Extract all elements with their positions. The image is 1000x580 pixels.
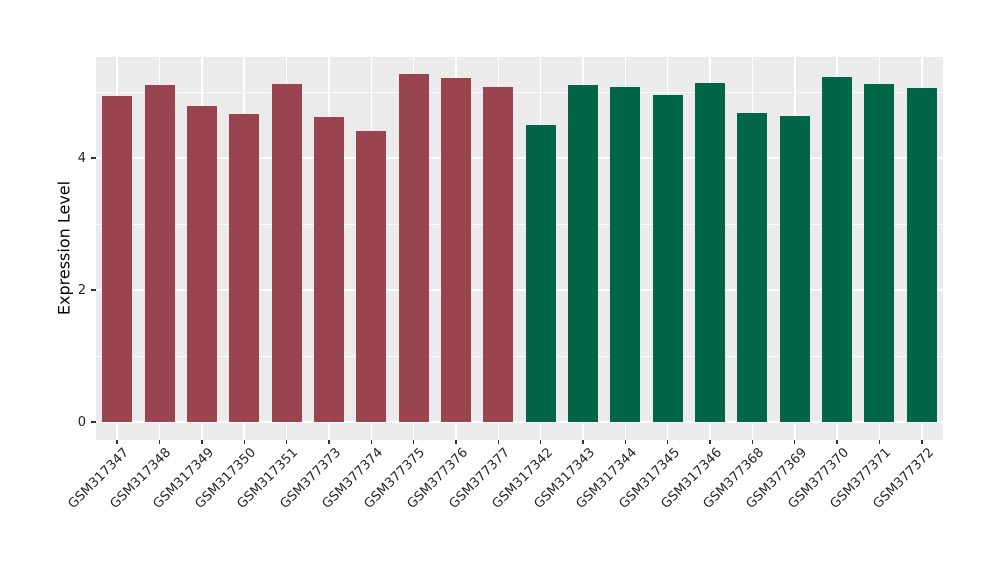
bar-GSM317348 <box>144 85 175 423</box>
x-tick-mark <box>751 440 754 444</box>
bar-GSM317349 <box>186 105 217 423</box>
x-tick-mark <box>709 440 711 444</box>
minor-gridline <box>96 355 943 357</box>
x-tick-mark <box>116 440 118 444</box>
x-tick-mark <box>201 440 203 444</box>
x-tick-mark <box>921 440 923 444</box>
bar-GSM317345 <box>652 95 683 423</box>
y-tick-label: 4 <box>77 150 86 166</box>
x-tick-mark <box>539 440 542 444</box>
bar-GSM377368 <box>737 113 768 423</box>
x-tick-mark <box>624 440 627 444</box>
y-tick-mark <box>91 157 96 159</box>
bar-GSM377376 <box>440 78 471 423</box>
x-tick-mark <box>412 440 415 444</box>
bar-GSM317350 <box>229 113 260 423</box>
bar-GSM317343 <box>568 85 599 423</box>
bar-GSM377375 <box>398 74 429 423</box>
x-tick-mark <box>667 440 669 444</box>
x-tick-mark <box>370 440 372 444</box>
x-tick-mark <box>158 440 161 444</box>
bar-GSM377370 <box>822 76 853 423</box>
major-gridline <box>96 289 943 291</box>
x-tick-mark <box>582 440 584 444</box>
x-tick-mark <box>878 440 881 444</box>
x-tick-mark <box>497 440 500 444</box>
bar-GSM377371 <box>864 84 895 423</box>
bar-GSM377374 <box>356 130 387 423</box>
x-tick-mark <box>455 440 457 444</box>
bar-GSM377373 <box>313 117 344 423</box>
x-tick-mark <box>836 440 838 444</box>
y-tick-label: 0 <box>77 414 86 430</box>
x-tick-mark <box>243 440 245 444</box>
bar-GSM377369 <box>779 115 810 423</box>
major-gridline <box>96 157 943 159</box>
y-tick-label: 2 <box>77 282 86 298</box>
bar-GSM317347 <box>102 95 133 423</box>
minor-gridline <box>96 91 943 93</box>
bar-GSM317351 <box>271 84 302 423</box>
bar-GSM317344 <box>610 87 641 423</box>
minor-gridline <box>96 223 943 225</box>
x-tick-mark <box>794 440 796 444</box>
y-tick-mark <box>91 289 96 291</box>
y-tick-mark <box>91 421 96 423</box>
plot-panel <box>96 57 943 440</box>
bar-GSM377372 <box>906 88 937 423</box>
major-gridline <box>96 421 943 423</box>
bar-GSM317342 <box>525 125 556 423</box>
bar-GSM377377 <box>483 86 514 423</box>
x-tick-mark <box>328 440 330 444</box>
bar-GSM317346 <box>695 82 726 423</box>
x-tick-mark <box>285 440 288 444</box>
